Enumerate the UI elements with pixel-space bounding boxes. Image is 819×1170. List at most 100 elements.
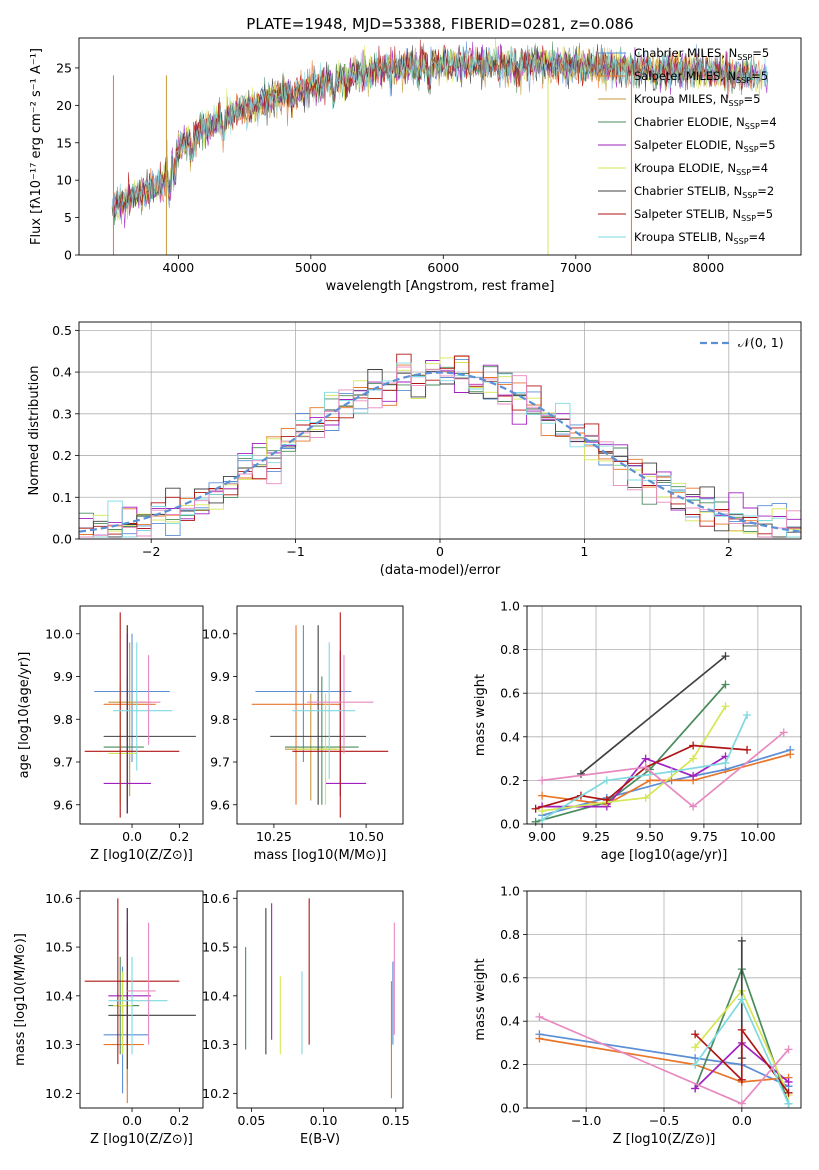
weight-marker [641,763,650,772]
y-tick-label: 10.2 [202,1086,230,1101]
y-tick-label: 0.4 [52,365,72,380]
errorbar-point [307,655,374,754]
weight-marker [689,772,698,781]
weight-marker [691,1030,700,1039]
plot-area [531,652,795,826]
y-axis-label: mass [log10(M/M⊙)] [13,933,28,1066]
axes-frame [78,37,802,256]
y-tick-label: 1.0 [500,884,520,899]
x-tick-label: 9.50 [636,829,664,844]
legend: Chabrier MILES, NSSP=5 Salpeter MILES, NS… [598,46,777,246]
weight-marker [538,806,547,815]
x-axis-label: E(B-V) [300,1132,340,1147]
weight-marker [538,815,547,824]
x-tick-label: 5000 [295,260,327,275]
legend-entry: Chabrier STELIB, NSSP=2 [634,184,774,200]
spectrum-lines [111,38,769,255]
y-tick-label: 9.6 [53,797,73,812]
weight-marker [535,1012,544,1021]
weight-marker [645,776,654,785]
weight-series [538,752,730,811]
weight-series [576,652,730,778]
y-tick-label: 10.6 [45,891,73,906]
errorbar-point [84,612,180,818]
legend-entry: Chabrier MILES, NSSP=5 [634,46,769,62]
weight-marker [531,804,540,813]
y-tick-label: 10.6 [202,891,230,906]
legend-entry: Kroupa STELIB, NSSP=4 [634,230,765,246]
panel-mass-vs-Z: 0.0 0.2 10.2 10.3 10.4 10.5 10.6 Z [log10(Z/Z⊙)… [13,890,204,1147]
x-axis-label: Z [log10(Z/Z⊙)] [90,1132,193,1147]
y-tick-label: 0.6 [500,970,520,985]
weight-series [538,728,788,811]
x-tick-label: −0.5 [649,1113,679,1128]
weight-line [694,1027,790,1094]
errorbar-point [113,642,173,771]
y-tick-label: 0.1 [52,490,72,505]
weight-marker [737,1025,746,1034]
legend-entry: 𝒩(0, 1) [738,335,784,350]
spectrum-line [114,45,768,219]
panel-weight-vs-age: 9.00 9.25 9.50 9.75 10.00 0.0 0.2 0.4 0.6 0.8 1.0 a… [473,599,802,863]
y-tick-label: 1.0 [500,599,520,614]
plot-area [111,38,769,255]
y-tick-label: 0.0 [500,817,520,832]
y-tick-label: 5 [64,210,72,225]
x-tick-label: 1 [580,544,588,559]
figure-title: PLATE=1948, MJD=53388, FIBERID=0281, z=0… [246,15,633,33]
legend-entry: Salpeter STELIB, NSSP=5 [634,207,773,223]
errorbar-point [94,633,170,763]
weight-line [580,655,727,775]
weight-marker [784,1099,793,1108]
weight-marker [691,1060,700,1069]
plot-area [84,898,196,1104]
x-tick-label: 9.25 [582,829,610,844]
x-axis-label: Z [log10(Z/Z⊙)] [613,1132,716,1147]
y-tick-label: 9.8 [53,712,73,727]
y-tick-label: 0.2 [52,448,72,463]
errorbar-point [136,655,161,745]
x-tick-label: 10.50 [348,829,384,844]
histogram-series [79,358,801,538]
histogram-series [79,353,801,538]
y-tick-label: 10.4 [45,988,73,1003]
weight-line [539,1037,789,1083]
errorbar-point [103,625,196,814]
y-tick-label: 10.5 [45,940,73,955]
weight-marker [737,1075,746,1084]
y-tick-label: 9.7 [210,755,230,770]
weight-marker [602,776,611,785]
histogram-series [79,357,801,538]
weight-marker [538,791,547,800]
x-tick-label: 2 [725,544,733,559]
y-tick-label: 25 [56,60,72,75]
weight-series [535,1012,793,1108]
legend-entry: Salpeter MILES, NSSP=5 [634,69,768,85]
weight-marker [784,1077,793,1086]
x-axis-label: mass [log10(M/M⊙)] [254,848,387,863]
errorbar-point [113,971,133,1055]
y-tick-label: 10.0 [202,626,230,641]
errorbar-point [296,693,344,805]
errorbar-point [292,642,356,780]
weight-marker [737,1099,746,1108]
y-axis-label: mass weight [473,958,488,1040]
y-tick-label: 9.9 [53,669,73,684]
legend: 𝒩(0, 1) [700,335,784,350]
histogram-series [79,366,801,538]
x-tick-label: 0.2 [169,1113,189,1128]
weight-marker [786,750,795,759]
y-tick-label: 0.8 [500,642,520,657]
axes-frame [526,890,802,1109]
weight-marker [743,745,752,754]
weight-line [541,731,785,808]
y-tick-label: 10 [56,173,72,188]
y-tick-label: 20 [56,98,72,113]
weight-marker [737,936,746,945]
x-tick-label: 0.05 [238,1113,266,1128]
weight-marker [641,754,650,763]
x-tick-label: 0.2 [169,829,189,844]
x-tick-label: −1 [286,544,304,559]
histogram-series [79,369,801,538]
x-tick-label: 0 [436,544,444,559]
